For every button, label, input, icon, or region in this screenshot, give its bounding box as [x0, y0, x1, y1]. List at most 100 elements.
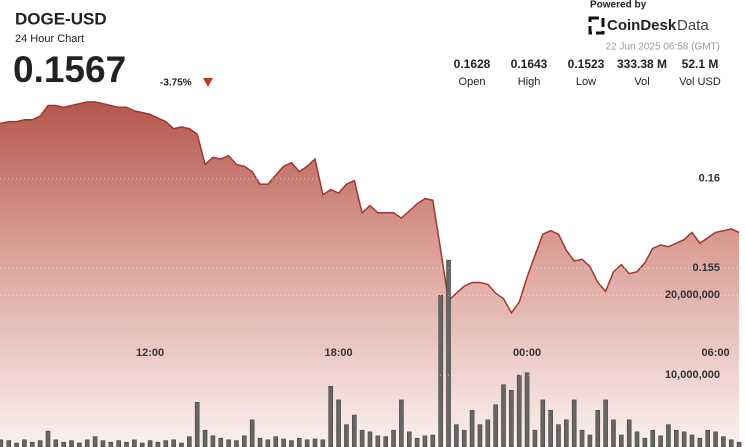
volume-bar — [619, 434, 624, 447]
stat-label: Low — [576, 76, 596, 88]
x-tick-label: 18:00 — [325, 347, 353, 359]
volume-bar — [556, 424, 561, 447]
stat-label: Open — [459, 76, 486, 88]
stat-value: 52.1 M — [682, 57, 719, 71]
volume-bar — [328, 386, 334, 447]
volume-bar — [249, 419, 255, 447]
volume-bar — [155, 441, 161, 447]
volume-bar — [367, 431, 373, 447]
volume-bar — [304, 439, 310, 447]
volume-bar — [210, 435, 216, 447]
volume-bar — [587, 434, 593, 447]
chart-title: DOGE-USD — [15, 9, 107, 28]
volume-bar — [320, 439, 326, 447]
volume-bar — [391, 429, 396, 447]
brand-suffix: Data — [677, 17, 709, 34]
volume-bar — [0, 439, 4, 447]
volume-bar — [642, 437, 648, 447]
volume-bar — [53, 439, 59, 447]
volume-bar — [69, 440, 74, 447]
volume-bar — [139, 442, 145, 447]
volume-bar — [454, 424, 459, 447]
volume-bar — [351, 414, 357, 447]
volume-bar — [242, 435, 247, 447]
volume-bar — [658, 435, 663, 447]
y2-tick-label: 10,000,000 — [665, 369, 720, 381]
volume-bar — [532, 429, 538, 447]
volume-bar — [438, 295, 443, 447]
volume-bar — [736, 441, 742, 447]
price-area — [0, 101, 740, 447]
volume-bar — [312, 438, 318, 447]
volume-bar — [666, 424, 671, 447]
volume-bar — [273, 436, 279, 447]
volume-bar — [524, 372, 530, 447]
volume-bar — [595, 409, 601, 447]
volume-bar — [516, 374, 522, 447]
volume-bar — [92, 436, 98, 447]
volume-bar — [414, 437, 420, 447]
volume-bar — [728, 439, 734, 447]
volume-bar — [147, 440, 153, 447]
volume-bar — [132, 439, 137, 447]
timestamp: 22 Jun 2025 06:58 (GMT) — [605, 42, 720, 53]
volume-bar — [477, 424, 483, 447]
volume-bar — [383, 436, 389, 447]
volume-bar — [673, 429, 679, 447]
volume-bar — [22, 439, 27, 447]
volume-bar — [163, 440, 169, 447]
volume-bar — [430, 434, 436, 447]
volume-bar — [697, 437, 703, 447]
volume-bar — [61, 441, 66, 447]
volume-bar — [422, 435, 428, 447]
logo-icon — [588, 16, 605, 35]
volume-bar — [14, 442, 19, 447]
volume-bar — [257, 437, 263, 447]
volume-bar — [281, 438, 286, 447]
volume-bar — [399, 399, 404, 447]
y-tick-label: 0.16 — [699, 173, 720, 185]
volume-bar — [571, 399, 577, 447]
volume-bar — [375, 435, 381, 447]
volume-bar — [234, 440, 239, 447]
volume-bar — [171, 439, 176, 447]
volume-bar — [509, 390, 514, 447]
change: -3.75% — [160, 78, 192, 89]
volume-bar — [689, 434, 695, 447]
stat-label: High — [518, 76, 541, 88]
volume-bar — [187, 436, 192, 447]
volume-bar — [336, 399, 341, 447]
y2-tick-label: 20,000,000 — [665, 289, 720, 301]
down-arrow — [203, 78, 213, 87]
volume-bar — [446, 259, 451, 447]
volume-bar — [77, 442, 82, 447]
stat-value: 0.1643 — [511, 57, 548, 71]
x-tick-label: 12:00 — [136, 347, 164, 359]
volume-bar — [564, 419, 569, 447]
volume-bar — [116, 440, 121, 447]
volume-bar — [611, 419, 616, 447]
volume-bar — [469, 409, 475, 447]
powered-by: Powered by — [590, 0, 647, 11]
brand: CoinDesk — [607, 17, 677, 34]
volume-bar — [406, 431, 412, 447]
volume-bar — [461, 429, 467, 447]
price: 0.1567 — [13, 49, 126, 90]
volume-bar — [124, 441, 129, 447]
volume-bar — [179, 442, 184, 447]
volume-bar — [548, 409, 553, 447]
price-line — [0, 101, 740, 315]
plot-area: 0.16 0.155 20,000,000 10,000,000 12:00 18:00 0… — [0, 101, 745, 447]
volume-bar — [493, 404, 498, 447]
volume-bar — [579, 429, 585, 447]
volume-bar — [289, 440, 294, 447]
volume-bar — [721, 436, 726, 447]
stat-label: Vol USD — [679, 76, 721, 88]
volume-bar — [45, 430, 51, 447]
volume-bar — [226, 439, 231, 447]
volume-bar — [344, 424, 349, 447]
chart-subtitle: 24 Hour Chart — [15, 33, 84, 45]
volume-bar — [540, 399, 546, 447]
stat-label: Vol — [634, 76, 649, 88]
volume-bar — [108, 441, 114, 447]
